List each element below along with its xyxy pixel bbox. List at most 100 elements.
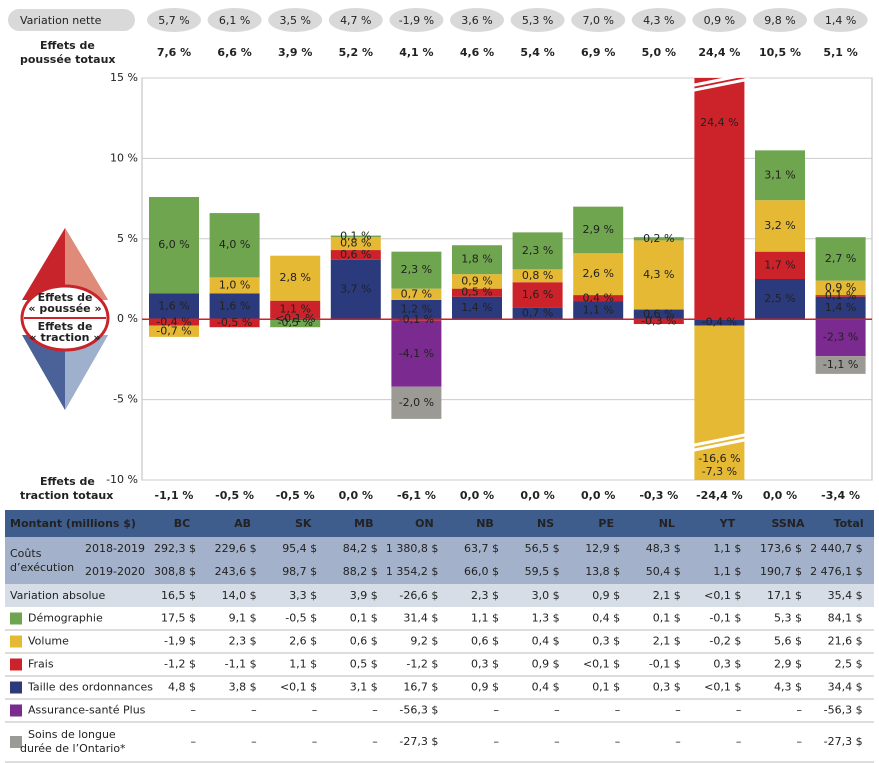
bar-segment [573,253,624,296]
table-cell: 1,1 $ [713,542,741,555]
table-cell: -1,2 $ [164,658,196,671]
bar-segment [330,259,381,320]
table-cell: 1 354,2 $ [386,565,438,578]
table-cell: 229,6 $ [215,542,257,555]
net-variation-value: 4,7 % [340,14,371,27]
bar-segment [270,319,321,328]
bar-value-label: -0,4 % [702,315,737,328]
table-cell: 243,6 $ [215,565,257,578]
bar-segment [149,325,199,337]
y-tick-label: 15 % [110,71,138,84]
table-cell: 17,1 $ [767,589,802,602]
bar-value-label: 2,8 % [279,271,310,284]
bar-value-label: -0,1 % [399,313,434,326]
table-cell: 35,4 $ [828,589,863,602]
costs-label: d’exécution [10,561,74,574]
table-cell: 2,9 $ [774,658,802,671]
table-column-header: NS [537,517,554,530]
table-cell: -1,9 $ [164,635,196,648]
table-cell: – [372,735,378,748]
bar-segment [755,150,805,201]
table-cell: – [675,735,681,748]
bar-segment [633,237,684,241]
push-totals-label: poussée totaux [20,53,116,66]
push-total-value: 5,0 % [642,46,676,59]
bar-segment [209,213,260,278]
y-tick-label: 10 % [110,151,138,164]
bar-value-label: 1,4 % [825,301,856,314]
table-cell: 59,5 $ [525,565,560,578]
bar-segment [391,386,442,419]
bar-segment [815,280,866,296]
table-cell: 56,5 $ [525,542,560,555]
table-cell: <0,1 $ [704,681,741,694]
axis-break [689,432,750,453]
push-total-value: 3,9 % [278,46,312,59]
compass-push: Effets de [38,291,93,304]
bar-value-label: 0,2 % [643,232,674,245]
table-cell: 0,4 $ [532,681,560,694]
table-cell: – [615,704,621,717]
table-cell: 308,8 $ [154,565,196,578]
table-cell: -0,1 $ [709,612,741,625]
push-total-value: 24,4 % [698,46,740,59]
bar-segment [452,296,502,320]
table-cell: 0,1 $ [653,612,681,625]
table-cell: 2,1 $ [653,589,681,602]
table-cell: 0,1 $ [350,612,378,625]
bar-value-label: -16,6 % [698,452,740,465]
bar-segment [270,300,321,319]
table-column-header: MB [354,517,373,530]
table-cell: 12,9 $ [585,542,620,555]
bar-value-label: 1,1 % [582,303,613,316]
costs-year: 2019-2020 [85,565,145,578]
table-cell: -56,3 $ [399,704,438,717]
bar-value-label: 2,3 % [401,263,432,276]
table-cell: 0,6 $ [471,635,499,648]
table-cell: 3,1 $ [350,681,378,694]
bar-segment [694,78,745,320]
table-header: Montant (millions $) [10,517,136,530]
table-cell: 1 380,8 $ [386,542,438,555]
y-tick-label: 0 % [117,312,138,325]
table-cell: 0,3 $ [471,658,499,671]
pull-totals-label: traction totaux [20,489,113,502]
table-cell: -0,1 $ [649,658,681,671]
axis-break [689,72,750,93]
net-variation-pill [147,8,201,32]
table-cell: -1,2 $ [406,658,438,671]
table-cell: 88,2 $ [343,565,378,578]
table-cell: -26,6 $ [399,589,438,602]
bar-value-label: <0,1 % [275,312,316,325]
bar-segment [330,237,381,251]
bar-segment [209,293,260,320]
net-variation-value: 5,7 % [158,14,189,27]
table-cell: 66,0 $ [464,565,499,578]
table-cell: – [312,704,318,717]
bar-segment [209,277,260,294]
compass [20,228,110,410]
table-cell: – [797,704,803,717]
legend-label: Assurance-santé Plus [28,704,146,717]
bar-value-label: 2,5 % [764,292,795,305]
legend-swatch [10,704,22,717]
table-cell: 0,4 $ [592,612,620,625]
table-cell: – [615,735,621,748]
push-total-value: 10,5 % [759,46,801,59]
net-variation-pill [631,8,686,32]
legend-label: Frais [28,658,54,671]
bar-value-label: -1,1 % [823,358,858,371]
table-cell: – [372,704,378,717]
bar-segment [209,319,260,328]
bar-segment [694,319,745,326]
push-total-value: 5,4 % [520,46,554,59]
table-cell: 2 476,1 $ [810,565,862,578]
bar-value-label: -2,0 % [399,396,434,409]
table-cell: 0,9 $ [471,681,499,694]
table-cell: 1,3 $ [532,612,560,625]
bar-segment [149,293,199,320]
bar-value-label: 0,5 % [461,286,492,299]
push-totals-label: Effets de [40,39,95,52]
bar-value-label: -0,3 % [641,315,676,328]
bar-segment [391,319,442,321]
